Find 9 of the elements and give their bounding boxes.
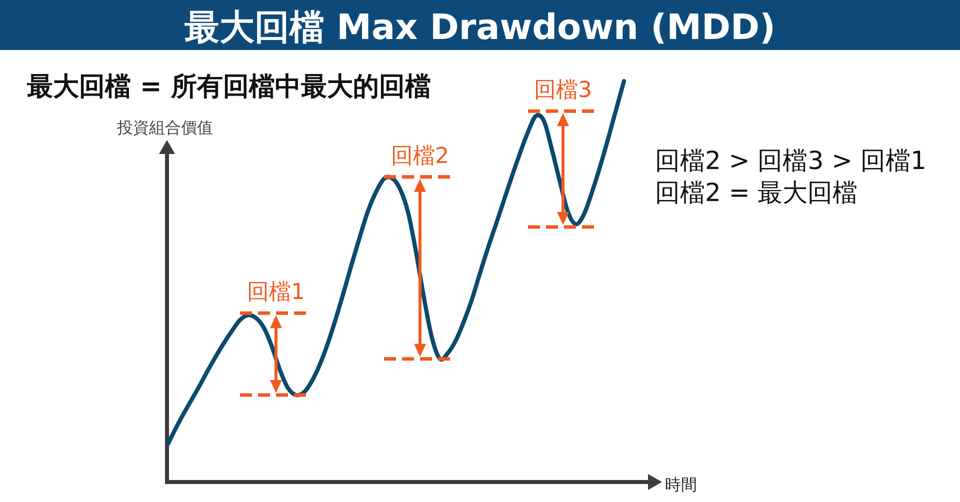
ref-line-label: 回檔3 xyxy=(534,78,592,104)
ref-line-label: 回檔2 xyxy=(391,144,449,169)
chart-title: 最大回檔 Max Drawdown (MDD) xyxy=(184,8,776,48)
ref-line-label: 回檔1 xyxy=(247,280,305,306)
text: 回檔2 > 回檔3 > 回檔1 xyxy=(655,146,926,175)
y-axis-title: 投資組合價值 xyxy=(116,118,213,137)
chart-subtitle: 最大回檔 = 所有回檔中最大的回檔 xyxy=(26,72,431,102)
x-axis-title: 時間 xyxy=(665,475,697,494)
text: 回檔2 = 最大回檔 xyxy=(655,178,858,207)
